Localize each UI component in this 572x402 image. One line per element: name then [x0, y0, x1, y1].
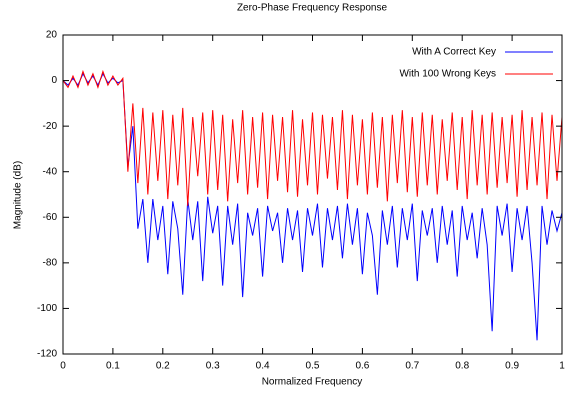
legend-label: With A Correct Key — [412, 47, 496, 58]
plot-area — [62, 69, 563, 341]
legend-label: With 100 Wrong Keys — [399, 69, 496, 80]
y-tick-label: -100 — [37, 303, 57, 314]
y-tick-label: -20 — [43, 121, 58, 132]
y-tick-label: -60 — [43, 212, 58, 223]
x-tick-label: 0.2 — [156, 361, 170, 372]
x-axis-label: Normalized Frequency — [262, 377, 363, 388]
x-tick-label: 0.8 — [455, 361, 469, 372]
x-tick-label: 0.7 — [405, 361, 419, 372]
x-tick-label: 0.4 — [256, 361, 270, 372]
x-tick-label: 0.5 — [306, 361, 320, 372]
x-tick-label: 0.9 — [505, 361, 519, 372]
series-line — [62, 69, 563, 206]
y-tick-label: 0 — [51, 75, 57, 86]
x-tick-label: 0.3 — [206, 361, 220, 372]
x-tick-label: 0.6 — [355, 361, 369, 372]
x-tick-label: 0.1 — [106, 361, 120, 372]
x-tick-label: 0 — [60, 361, 66, 372]
x-tick-label: 1 — [559, 361, 565, 372]
y-tick-label: -40 — [43, 166, 58, 177]
y-tick-label: -80 — [43, 257, 58, 268]
y-axis-label: Magnitude (dB) — [13, 161, 24, 229]
chart-title: Zero-Phase Frequency Response — [237, 3, 388, 14]
y-tick-label: 20 — [46, 30, 58, 41]
y-tick-label: -120 — [37, 349, 57, 360]
series-line — [62, 72, 563, 341]
